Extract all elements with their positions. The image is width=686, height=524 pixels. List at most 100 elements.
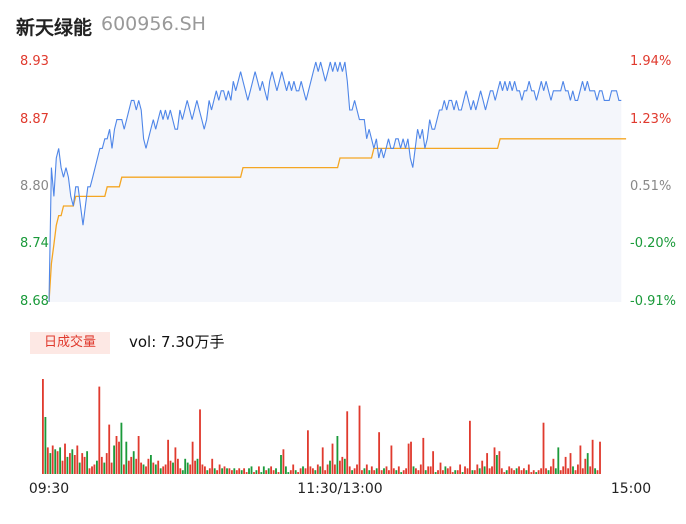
volume-bar: [191, 441, 194, 474]
volume-bar: [243, 468, 246, 474]
price-area: [49, 62, 622, 302]
volume-bar: [329, 460, 331, 474]
volume-bar: [407, 443, 410, 474]
volume-bar: [164, 464, 167, 474]
y-tick-right: -0.91%: [630, 294, 676, 309]
volume-bar: [456, 470, 459, 474]
volume-bar: [515, 468, 518, 474]
volume-bar: [253, 472, 255, 474]
volume-bar: [380, 470, 383, 474]
volume-bar: [464, 466, 466, 474]
volume-bar: [130, 456, 133, 474]
volume-bar: [584, 458, 587, 474]
volume-bar: [213, 468, 216, 474]
volume-bar: [78, 462, 81, 474]
volume-bar: [368, 470, 371, 474]
volume-bar: [434, 472, 437, 474]
volume-bar: [493, 447, 496, 474]
y-tick-left: 8.74: [20, 236, 49, 252]
volume-bar: [221, 468, 224, 474]
volume-bar: [312, 468, 314, 474]
volume-bar: [118, 441, 120, 474]
volume-bar: [248, 468, 250, 474]
volume-bar: [518, 466, 520, 474]
volume-bar: [51, 445, 54, 474]
volume-bar: [61, 460, 64, 474]
volume-bar: [71, 449, 74, 474]
volume-bar: [596, 470, 599, 474]
volume-bar: [265, 470, 268, 474]
volume-bar: [181, 470, 184, 474]
volume-bar: [46, 447, 49, 474]
y-tick-left: 8.87: [20, 111, 49, 127]
volume-bar: [86, 451, 89, 474]
volume-bar: [96, 460, 98, 474]
y-tick-left: 8.80: [20, 178, 49, 194]
volume-bar: [454, 470, 457, 474]
volume-bar: [542, 422, 545, 474]
volume-bar: [56, 451, 59, 474]
volume-bar: [508, 466, 511, 474]
volume-bar: [324, 470, 327, 474]
volume-bar: [599, 441, 601, 474]
volume-bar: [564, 456, 567, 474]
x-tick-label: 15:00: [610, 481, 652, 497]
volume-bar: [194, 460, 197, 474]
volume-bar: [159, 468, 162, 474]
volume-bar: [137, 436, 140, 474]
volume-bar: [365, 464, 368, 474]
volume-bar: [500, 468, 503, 474]
volume-bar: [375, 468, 378, 474]
volume-bar: [59, 447, 62, 474]
volume-bar: [358, 405, 361, 474]
volume-bar: [277, 472, 280, 474]
volume-bar: [427, 466, 430, 474]
volume-bar: [361, 470, 363, 474]
volume-bar: [231, 470, 233, 474]
volume-bar: [419, 464, 422, 474]
volume-bar: [307, 430, 309, 474]
volume-bar: [258, 466, 260, 474]
volume-bar: [91, 466, 93, 474]
volume-bar: [363, 468, 366, 474]
volume-bar: [113, 445, 116, 474]
volume-bar: [552, 458, 555, 474]
volume-bar: [503, 472, 506, 474]
volume-bar: [432, 451, 435, 474]
volume-bar: [466, 468, 469, 474]
volume-bar: [513, 470, 516, 474]
volume-bar: [550, 466, 552, 474]
volume-bar: [498, 451, 501, 474]
volume-bar: [581, 468, 584, 474]
volume-bar: [179, 468, 182, 474]
volume-bar: [120, 422, 123, 474]
volume-bar: [405, 468, 408, 474]
volume-bar: [154, 464, 157, 474]
volume-bar: [554, 468, 557, 474]
volume-bar: [157, 460, 160, 474]
volume-bar: [218, 464, 221, 474]
volume-bar: [262, 466, 265, 474]
volume-bar: [302, 466, 304, 474]
volume-bar: [520, 470, 523, 474]
volume-bar: [304, 468, 307, 474]
volume-bar: [150, 455, 152, 474]
volume-bar: [299, 468, 302, 474]
volume-bar: [378, 432, 381, 474]
volume-bar: [392, 468, 395, 474]
volume-bar: [385, 466, 388, 474]
volume-bar: [572, 466, 574, 474]
volume-tab[interactable]: 日成交量: [30, 332, 110, 354]
volume-bar: [294, 470, 297, 474]
volume-bar: [42, 379, 44, 474]
volume-bar: [177, 458, 179, 474]
volume-bar: [400, 472, 403, 474]
volume-bar: [135, 458, 138, 474]
volume-bar: [395, 470, 398, 474]
volume-bar: [388, 470, 390, 474]
volume-bar: [226, 468, 228, 474]
volume-bar: [260, 472, 263, 474]
volume-bar: [559, 470, 562, 474]
volume-bar: [557, 447, 560, 474]
volume-bar: [567, 468, 570, 474]
